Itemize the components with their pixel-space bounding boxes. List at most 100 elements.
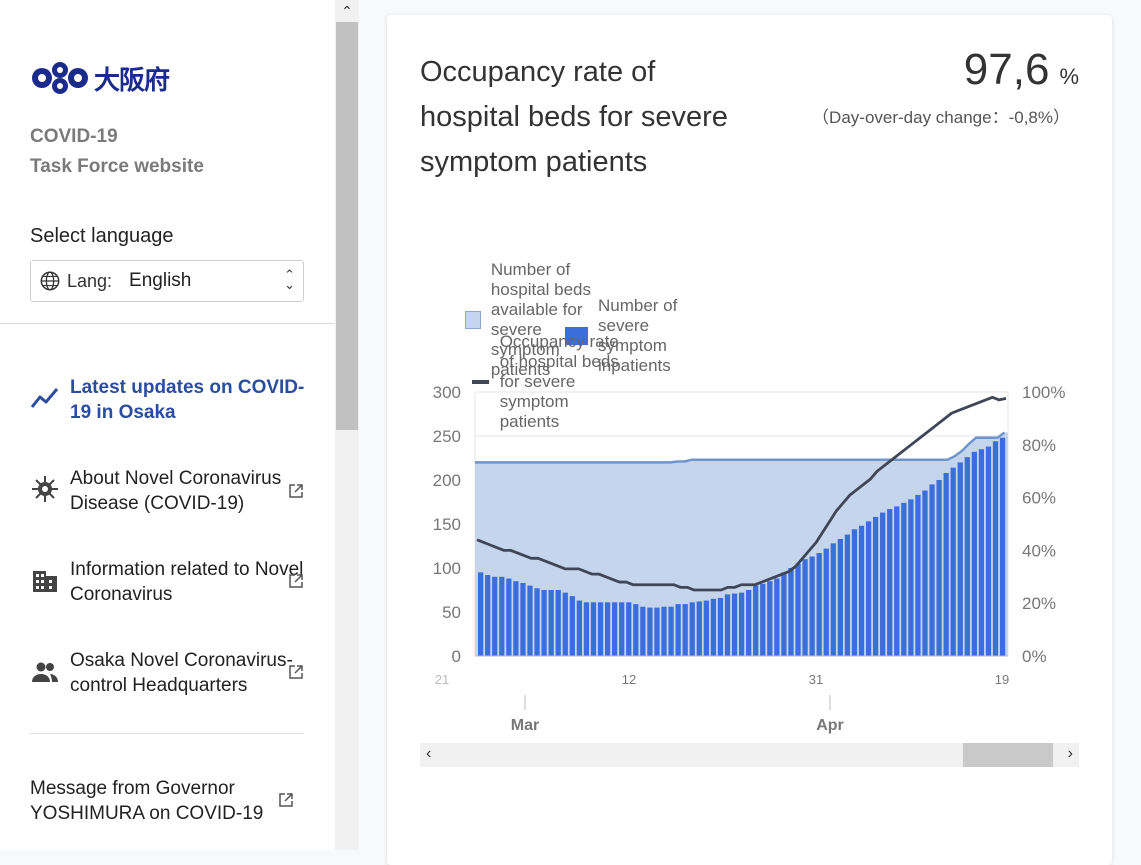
inpatient-bar bbox=[844, 534, 851, 656]
site-title-line2: Task Force website bbox=[30, 156, 204, 177]
occupancy-value: 97,6 bbox=[963, 45, 1050, 94]
inpatient-bar bbox=[746, 590, 752, 656]
external-link-icon[interactable] bbox=[288, 483, 304, 499]
y-left-tick-label: 250 bbox=[433, 427, 461, 446]
external-link-icon[interactable] bbox=[288, 573, 304, 589]
lang-value: English bbox=[129, 270, 192, 291]
inpatient-bar bbox=[654, 607, 660, 656]
inpatient-bar bbox=[619, 602, 625, 656]
inpatient-bar bbox=[604, 602, 611, 656]
occupancy-chart: 0 50 100 150 200 250 300 0% 20% 40% 60% 80% 100% 21 12… bbox=[433, 383, 1066, 734]
inpatient-bar bbox=[527, 585, 533, 656]
card-title: Occupancy rate of hospital beds for seve… bbox=[420, 56, 728, 178]
inpatient-bar bbox=[513, 581, 519, 656]
nav-about-covid[interactable]: About Novel Coronavirus Disease (COVID-1… bbox=[30, 466, 310, 516]
inpatient-bar bbox=[781, 572, 787, 656]
inpatient-bar bbox=[534, 588, 540, 656]
inpatient-bar bbox=[887, 509, 893, 656]
inpatient-bar bbox=[950, 467, 956, 656]
osaka-logo[interactable]: 大阪府 bbox=[30, 58, 170, 98]
y-left-tick-label: 100 bbox=[433, 559, 461, 578]
nav-headquarters[interactable]: Osaka Novel Coronavirus-control Headquar… bbox=[30, 648, 310, 698]
occupancy-rate-line bbox=[476, 395, 1007, 592]
y-left-tick-label: 200 bbox=[433, 471, 461, 490]
inpatient-bar bbox=[499, 576, 505, 656]
inpatient-bar bbox=[929, 484, 935, 656]
inpatient-bar bbox=[590, 602, 597, 656]
inpatient-bar bbox=[767, 581, 773, 656]
inpatient-bar bbox=[816, 553, 822, 656]
legend-item-inpatients[interactable]: Number of severe symptom inpatients bbox=[565, 296, 708, 376]
inpatient-bar bbox=[795, 563, 801, 656]
inpatient-bar bbox=[576, 600, 582, 656]
inpatient-bar bbox=[661, 606, 667, 656]
y-left-tick-label: 300 bbox=[433, 383, 461, 402]
inpatient-bar bbox=[583, 602, 590, 656]
legend-swatch-rate bbox=[472, 380, 489, 384]
legend-label-rate: Occupancy rate of hospital beds for seve… bbox=[499, 332, 619, 431]
y-right-tick-label: 20% bbox=[1022, 594, 1056, 613]
inpatient-bar bbox=[541, 590, 547, 656]
inpatient-bar bbox=[710, 598, 717, 656]
scroll-up-arrow-icon[interactable]: ⌃ bbox=[341, 3, 353, 19]
inpatient-bar bbox=[915, 494, 921, 656]
inpatient-bar bbox=[894, 506, 900, 656]
language-select[interactable]: Lang: English ⌃ ⌄ bbox=[30, 260, 304, 302]
chart-horizontal-scrollbar[interactable]: ‹ › bbox=[420, 743, 1079, 767]
legend-item-beds[interactable]: Number of hospital beds available for se… bbox=[465, 260, 604, 380]
external-link-icon[interactable] bbox=[288, 664, 304, 680]
nav-label-info-related: Information related to Novel Coronavirus bbox=[70, 559, 304, 605]
inpatient-bar bbox=[506, 578, 512, 656]
inpatient-bar bbox=[703, 600, 709, 656]
inpatient-bar bbox=[682, 604, 688, 656]
inpatient-bar bbox=[830, 543, 836, 656]
inpatient-bar bbox=[492, 576, 498, 656]
inpatient-bar bbox=[774, 578, 780, 656]
inpatient-bar bbox=[880, 512, 886, 656]
legend-swatch-beds bbox=[465, 311, 481, 329]
y-left-tick-label: 50 bbox=[442, 603, 461, 622]
inpatient-bar bbox=[943, 472, 949, 656]
inpatient-bar bbox=[908, 499, 914, 656]
scrollbar-thumb[interactable] bbox=[336, 22, 358, 430]
sidebar-scrollbar[interactable]: ⌃ bbox=[335, 0, 359, 850]
inpatient-bar bbox=[485, 575, 491, 656]
inpatient-bar bbox=[760, 583, 766, 656]
legend-swatch-inpatients bbox=[565, 327, 588, 345]
x-day-tick-label: 31 bbox=[809, 672, 823, 687]
inpatient-bar bbox=[520, 582, 526, 656]
legend-label-inpatients: Number of severe symptom inpatients bbox=[598, 296, 678, 375]
inpatient-bar bbox=[922, 490, 928, 656]
external-link-icon[interactable] bbox=[278, 792, 294, 808]
inpatient-bar bbox=[978, 449, 985, 656]
chart-scroll-thumb[interactable] bbox=[963, 743, 1053, 767]
x-day-tick-label: 21 bbox=[435, 672, 449, 687]
governor-message-link[interactable]: Message from Governor YOSHIMURA on COVID… bbox=[30, 778, 264, 824]
x-day-tick-label: 12 bbox=[622, 672, 636, 687]
inpatient-bar bbox=[724, 594, 731, 656]
nav-latest-updates[interactable]: Latest updates on COVID-19 in Osaka bbox=[30, 375, 310, 425]
inpatient-bar bbox=[872, 516, 879, 656]
osaka-emblem-icon bbox=[32, 62, 88, 94]
chart-line-icon bbox=[30, 388, 59, 408]
divider bbox=[30, 733, 304, 734]
y-right-tick-label: 100% bbox=[1022, 383, 1065, 402]
inpatient-bar bbox=[936, 480, 942, 656]
select-language-label: Select language bbox=[30, 225, 174, 247]
inpatient-bar bbox=[717, 597, 724, 656]
scroll-right-arrow-icon[interactable]: › bbox=[1067, 745, 1073, 762]
inpatient-bar bbox=[647, 607, 653, 656]
virus-icon bbox=[32, 476, 58, 502]
inpatient-bar bbox=[837, 538, 843, 656]
divider bbox=[0, 323, 335, 324]
inpatient-bar bbox=[675, 604, 681, 656]
inpatient-bar bbox=[985, 446, 992, 656]
inpatient-bar bbox=[738, 592, 745, 656]
legend-item-rate[interactable]: Occupancy rate of hospital beds for seve… bbox=[472, 332, 628, 432]
x-month-label: Apr bbox=[816, 717, 844, 734]
scroll-left-arrow-icon[interactable]: ‹ bbox=[426, 745, 432, 762]
nav-info-related[interactable]: Information related to Novel Coronavirus bbox=[30, 557, 310, 607]
inpatient-bar bbox=[562, 592, 568, 656]
inpatient-bar bbox=[971, 451, 977, 656]
inpatient-bar bbox=[696, 601, 702, 656]
